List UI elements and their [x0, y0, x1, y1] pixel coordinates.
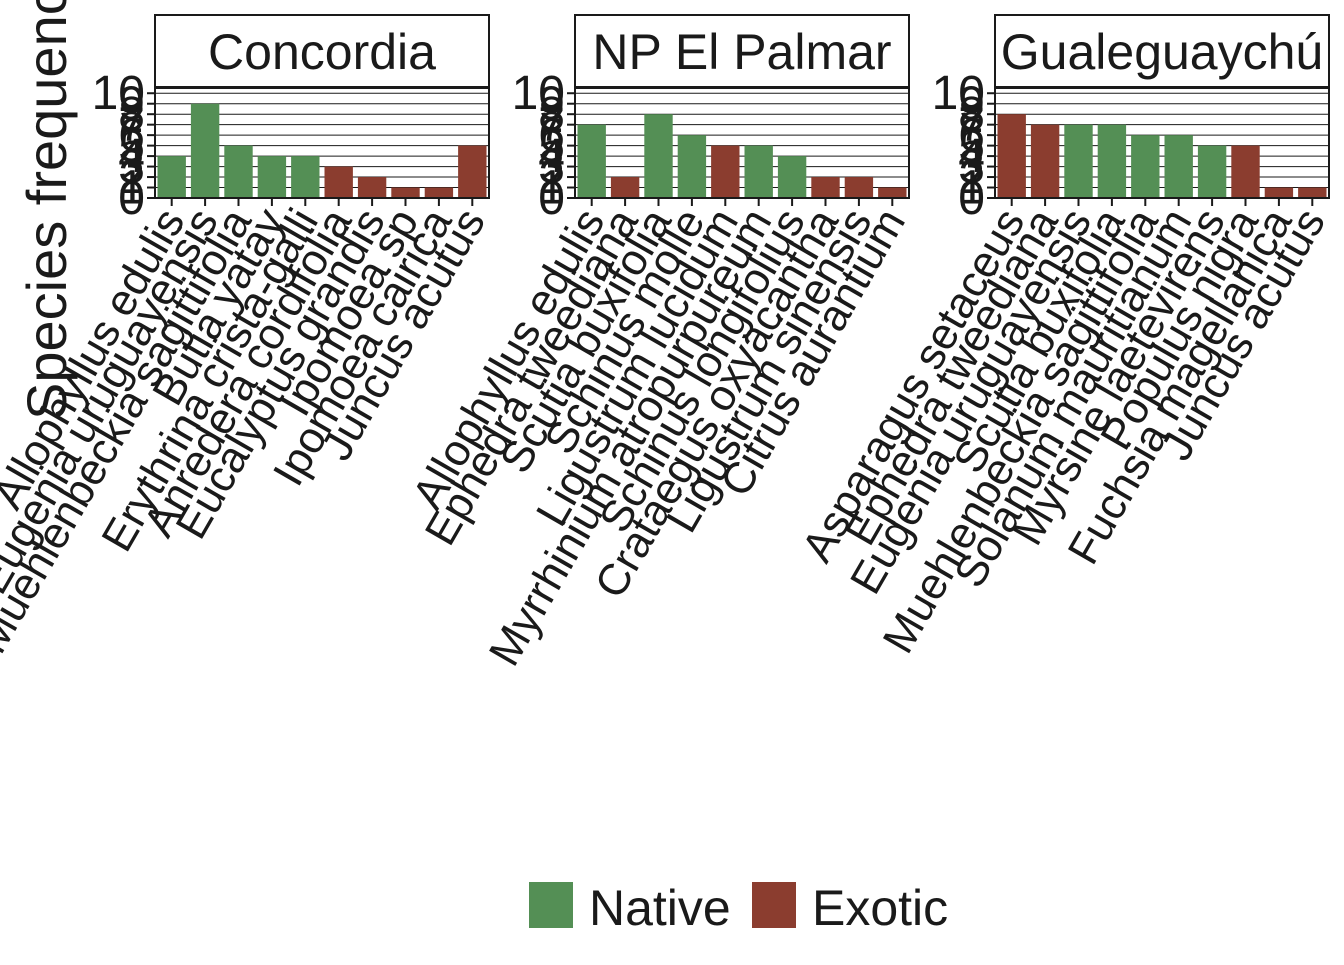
legend-label-exotic: Exotic	[812, 880, 948, 936]
plot-frame	[154, 87, 490, 199]
y-tick-label: 0	[958, 172, 985, 225]
y-tick-label: 8	[118, 88, 145, 141]
y-tick-label: 1	[118, 162, 145, 215]
legend-key-native	[529, 882, 573, 928]
y-tick-label: 9	[538, 78, 565, 131]
y-tick-label: 2	[958, 151, 985, 204]
bar	[1264, 187, 1294, 198]
y-tick-label: 7	[118, 99, 145, 152]
bar	[844, 177, 874, 198]
legend-label-native: Native	[589, 880, 731, 936]
y-tick-label: 1	[538, 162, 565, 215]
y-tick-label: 7	[958, 99, 985, 152]
bar	[1231, 145, 1260, 198]
panel-title: Gualeguaychú	[1001, 24, 1323, 80]
y-tick-label: 4	[538, 130, 565, 183]
bar	[1164, 135, 1193, 198]
y-tick-label: 10	[932, 67, 985, 120]
y-tick-label: 3	[118, 141, 145, 194]
y-axis-title: Species frequency	[15, 0, 78, 420]
y-tick-label: 6	[958, 109, 985, 162]
bar	[1131, 135, 1160, 198]
bar	[777, 156, 807, 198]
bar	[291, 156, 320, 198]
bar	[357, 177, 387, 198]
y-tick-label: 3	[958, 141, 985, 194]
bar	[644, 114, 673, 198]
bar	[391, 187, 420, 198]
panel-strip	[154, 14, 490, 88]
y-tick-label: 6	[118, 109, 145, 162]
panel-title: NP El Palmar	[592, 24, 891, 80]
legend-key-exotic	[752, 882, 796, 928]
y-tick-label: 5	[538, 120, 565, 173]
bar	[711, 145, 740, 198]
plot-frame	[574, 87, 910, 199]
bar	[610, 177, 640, 198]
bar	[1197, 145, 1227, 198]
y-tick-label: 1	[958, 162, 985, 215]
y-tick-label: 2	[118, 151, 145, 204]
legend: Native Exotic	[529, 880, 948, 936]
y-tick-label: 2	[538, 151, 565, 204]
bar	[424, 187, 454, 198]
bar	[811, 177, 840, 198]
y-tick-label: 9	[118, 78, 145, 131]
y-tick-label: 4	[118, 130, 145, 183]
y-tick-label: 3	[538, 141, 565, 194]
bar	[744, 145, 773, 198]
bar	[677, 135, 707, 198]
bar	[458, 145, 487, 198]
panel-strip	[574, 14, 910, 88]
y-tick-label: 8	[538, 88, 565, 141]
y-tick-label: 9	[958, 78, 985, 131]
bar	[257, 156, 287, 198]
bar	[190, 103, 220, 198]
bar	[1064, 124, 1093, 198]
bar	[1298, 187, 1327, 198]
bar	[997, 114, 1026, 198]
bar	[1030, 124, 1060, 198]
y-tick-label: 10	[92, 67, 145, 120]
bar	[577, 124, 606, 198]
y-tick-label: 8	[958, 88, 985, 141]
bar	[157, 156, 186, 198]
y-tick-label: 10	[512, 67, 565, 120]
y-tick-label: 0	[118, 172, 145, 225]
y-tick-label: 5	[958, 120, 985, 173]
bar	[324, 166, 353, 198]
y-tick-label: 5	[118, 120, 145, 173]
y-tick-label: 7	[538, 99, 565, 152]
y-tick-label: 4	[958, 130, 985, 183]
plot-frame	[994, 87, 1330, 199]
y-tick-label: 0	[538, 172, 565, 225]
bar	[224, 145, 253, 198]
y-tick-label: 6	[538, 109, 565, 162]
bar	[878, 187, 907, 198]
panel-title: Concordia	[208, 24, 436, 80]
bar	[1097, 124, 1127, 198]
